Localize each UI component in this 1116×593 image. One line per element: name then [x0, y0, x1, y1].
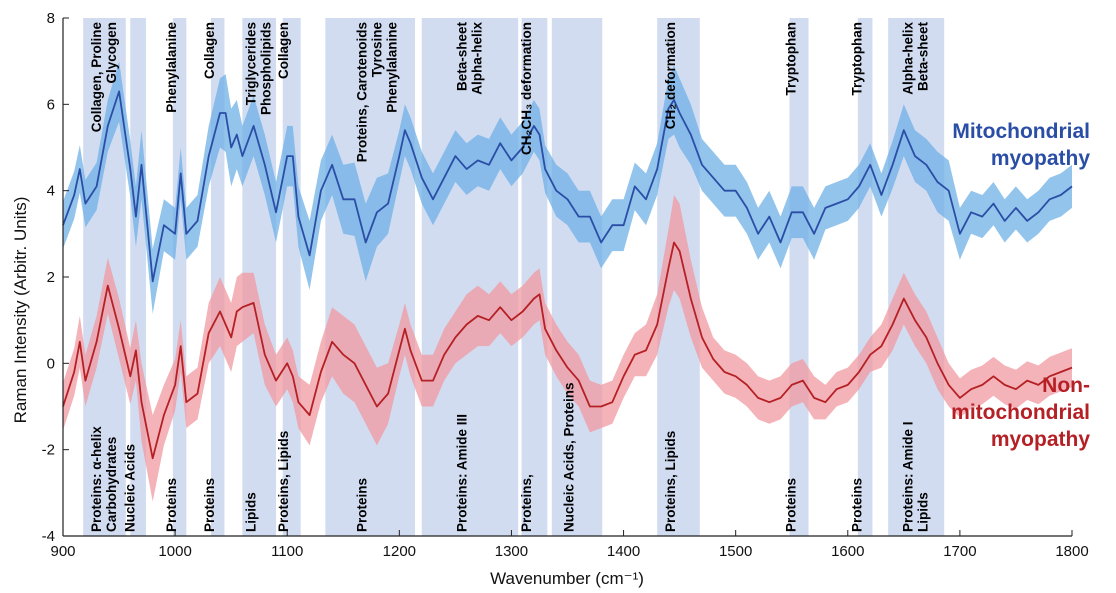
- region-bottom-label: Proteins, Lipids: [276, 431, 291, 532]
- region-bottom-label: Proteins: [355, 478, 370, 532]
- region-bottom-label: Proteins: [164, 478, 179, 532]
- series-label-0: myopathy: [991, 147, 1091, 170]
- region-top-label: CH₂ deformation: [663, 22, 678, 129]
- region-top-label: Proteins, Carotenoids: [355, 22, 370, 162]
- region-bottom-label: Proteins: [850, 478, 865, 532]
- region-top-label: Phenylalanine: [164, 22, 179, 113]
- region-top-label: Alpha-helix: [901, 22, 916, 95]
- region-top-label: Triglycerides: [244, 22, 259, 105]
- x-tick-label: 1300: [495, 543, 528, 560]
- x-tick-label: 1200: [383, 543, 416, 560]
- x-tick-label: 1600: [831, 543, 864, 560]
- x-tick-label: 1800: [1055, 543, 1088, 560]
- region-bottom-label: Proteins: [202, 478, 217, 532]
- region-bottom-label: Proteins: α-helix: [89, 426, 104, 532]
- region-top-label: Tryptophan: [784, 22, 799, 96]
- series-ribbon-1: [63, 195, 1072, 502]
- x-tick-label: 1000: [158, 543, 191, 560]
- region-top-label: Collagen: [276, 22, 291, 79]
- y-tick-label: -4: [42, 528, 55, 545]
- x-tick-label: 900: [50, 543, 75, 560]
- region-bottom-label: Proteins: Amide III: [455, 414, 470, 532]
- y-tick-label: -2: [42, 442, 55, 459]
- shaded-region: [325, 18, 416, 536]
- region-top-label: Tyrosine: [370, 22, 385, 78]
- y-tick-label: 6: [47, 96, 55, 113]
- series-ribbon-0: [63, 61, 1072, 314]
- region-bottom-label: Carbohydrates: [104, 437, 119, 532]
- region-labels: Collagen, Proline Proteins: α-helix Glycog…: [89, 22, 931, 532]
- y-tick-label: 8: [47, 10, 55, 27]
- shaded-regions: [83, 18, 945, 536]
- x-tick-label: 1100: [271, 543, 303, 560]
- region-top-label: CH₂CH₃ deformation: [519, 22, 534, 155]
- region-top-label: Tryptophan: [850, 22, 865, 96]
- region-top-label: Collagen, Proline: [89, 22, 104, 133]
- region-bottom-label: Nucleic Acids: [123, 444, 138, 532]
- x-tick-label: 1500: [719, 543, 752, 560]
- region-top-label: Alpha-helix: [470, 22, 485, 95]
- x-tick-label: 1700: [943, 543, 976, 560]
- region-bottom-label: Proteins: Amide I: [901, 421, 916, 532]
- x-tick-label: 1400: [607, 543, 640, 560]
- shaded-region: [172, 18, 187, 536]
- series-labels: Mitochondrial myopathy Non-mitochondrial my…: [951, 120, 1090, 451]
- y-tick-label: 2: [47, 269, 55, 286]
- shaded-region: [551, 18, 603, 536]
- region-bottom-label: Proteins: [784, 478, 799, 532]
- series-label-0: Mitochondrial: [952, 120, 1090, 143]
- x-axis-title: Wavenumber (cm⁻¹): [490, 569, 644, 588]
- series-label-1: myopathy: [991, 428, 1091, 451]
- region-bottom-label: Proteins, Lipids: [663, 431, 678, 532]
- region-bottom-label: Lipids: [916, 492, 931, 532]
- series-label-1: mitochondrial: [951, 401, 1090, 424]
- axes: [62, 17, 1073, 537]
- region-bottom-label: Proteins,: [519, 474, 534, 532]
- region-bottom-label: Nucleic Acids, Proteins: [562, 382, 577, 532]
- y-tick-label: 4: [47, 183, 55, 200]
- series-label-1: Non-: [1042, 374, 1090, 397]
- region-top-label: Collagen: [202, 22, 217, 79]
- series-line-1: [62, 241, 1073, 460]
- region-top-label: Beta-sheet: [916, 22, 931, 92]
- series-lines: [62, 90, 1073, 460]
- shaded-region: [421, 18, 519, 536]
- region-top-label: Glycogen: [104, 22, 119, 84]
- tick-labels: 900 1000 1100 1200 1300 1400 1500 1600 1700 1800 -…: [42, 10, 1089, 560]
- y-axis-title: Raman Intensity (Arbitr. Units): [11, 197, 30, 424]
- y-tick-label: 0: [47, 355, 55, 372]
- region-top-label: Phenylalanine: [385, 22, 400, 113]
- shaded-region: [888, 18, 945, 536]
- series-line-0: [62, 90, 1073, 283]
- confidence-ribbons: [63, 61, 1072, 502]
- region-top-label: Beta-sheet: [455, 22, 470, 92]
- region-bottom-label: Lipids: [244, 492, 259, 532]
- shaded-region: [789, 18, 809, 536]
- region-top-label: Phospholipids: [259, 22, 274, 115]
